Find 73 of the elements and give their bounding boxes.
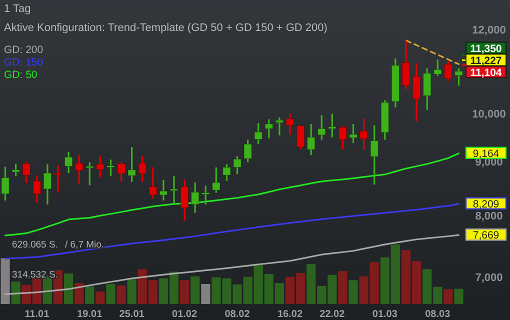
data-label: 8,209 (472, 198, 500, 210)
candlestick (106, 158, 115, 177)
candlestick (434, 58, 442, 77)
candlestick (64, 151, 73, 174)
candlestick (233, 155, 242, 175)
line-series (405, 40, 460, 65)
ref-line-label: 11,227 (470, 55, 502, 68)
x-tick-label: 01.03 (372, 309, 398, 320)
text: Aktive Konfiguration: Trend-Template (GD 50 + GD 150 + GD 200) (4, 22, 328, 34)
candlestick (275, 116, 284, 136)
text: GD: 200 (4, 44, 44, 56)
candlestick (170, 175, 178, 205)
x-tick-label: 16.02 (277, 309, 303, 320)
candlestick (444, 60, 452, 82)
candlestick (254, 122, 262, 145)
candlestick (423, 68, 432, 111)
candlestick (75, 154, 84, 184)
text: GD: 150 (4, 56, 44, 68)
candlestick (360, 118, 368, 150)
candlestick (212, 166, 220, 194)
text: GD: 50 (4, 69, 38, 81)
candlestick (1, 166, 10, 202)
candlestick (286, 112, 294, 136)
candlestick (338, 126, 347, 150)
ref-line-label: 11,350 (470, 43, 502, 56)
candlestick (32, 174, 41, 204)
candlestick (202, 184, 210, 206)
line-series (4, 234, 460, 295)
data-label: 9,164 (472, 148, 500, 160)
candlestick (128, 146, 136, 183)
candlestick (402, 40, 410, 90)
x-tick-label: 22.02 (320, 309, 346, 320)
candlestick (86, 161, 94, 186)
candlestick (12, 162, 20, 177)
x-tick-label: 08.03 (425, 309, 451, 320)
candlestick (370, 124, 378, 186)
x-tick-label: 11.01 (24, 309, 50, 320)
candlestick (180, 178, 189, 222)
candlestick (43, 163, 52, 206)
y2-tick-label: 314.532 S. (12, 269, 58, 280)
candlestick (318, 114, 326, 141)
data-label: 7,669 (472, 230, 500, 242)
y-tick-label: 8,000 (475, 210, 503, 223)
y-tick-label: 7,000 (475, 272, 503, 284)
x-tick-label: 08.02 (224, 309, 250, 320)
chart-title: 1 Tag (4, 3, 31, 15)
candlestick (148, 166, 157, 200)
x-tick-label: 19.01 (77, 309, 103, 320)
candlestick (117, 160, 126, 182)
line-series (4, 203, 460, 260)
candlestick (222, 163, 231, 182)
candlestick (138, 155, 146, 183)
y-tick-label: 12,000 (472, 24, 506, 37)
candlestick (54, 164, 62, 194)
candlestick (96, 155, 104, 178)
candlestick (349, 123, 358, 144)
annotation: / 6,7 Mio. (65, 239, 104, 250)
candlestick (454, 68, 463, 86)
candlestick (244, 138, 252, 163)
line-series (4, 152, 460, 236)
candlestick (22, 161, 30, 184)
candlestick (191, 182, 200, 214)
candlestick (307, 123, 316, 156)
candlestick (296, 124, 305, 150)
candlestick (159, 179, 168, 202)
candlestick (328, 112, 336, 138)
candlestick (412, 62, 421, 122)
x-tick-label: 01.02 (172, 309, 198, 320)
candlestick (264, 118, 273, 140)
ref-line-label: 11,104 (470, 67, 502, 80)
y2-tick-label: 629.065 S. (12, 239, 58, 250)
y-tick-label: 10,000 (472, 108, 506, 120)
x-tick-label: 25.01 (119, 309, 145, 320)
